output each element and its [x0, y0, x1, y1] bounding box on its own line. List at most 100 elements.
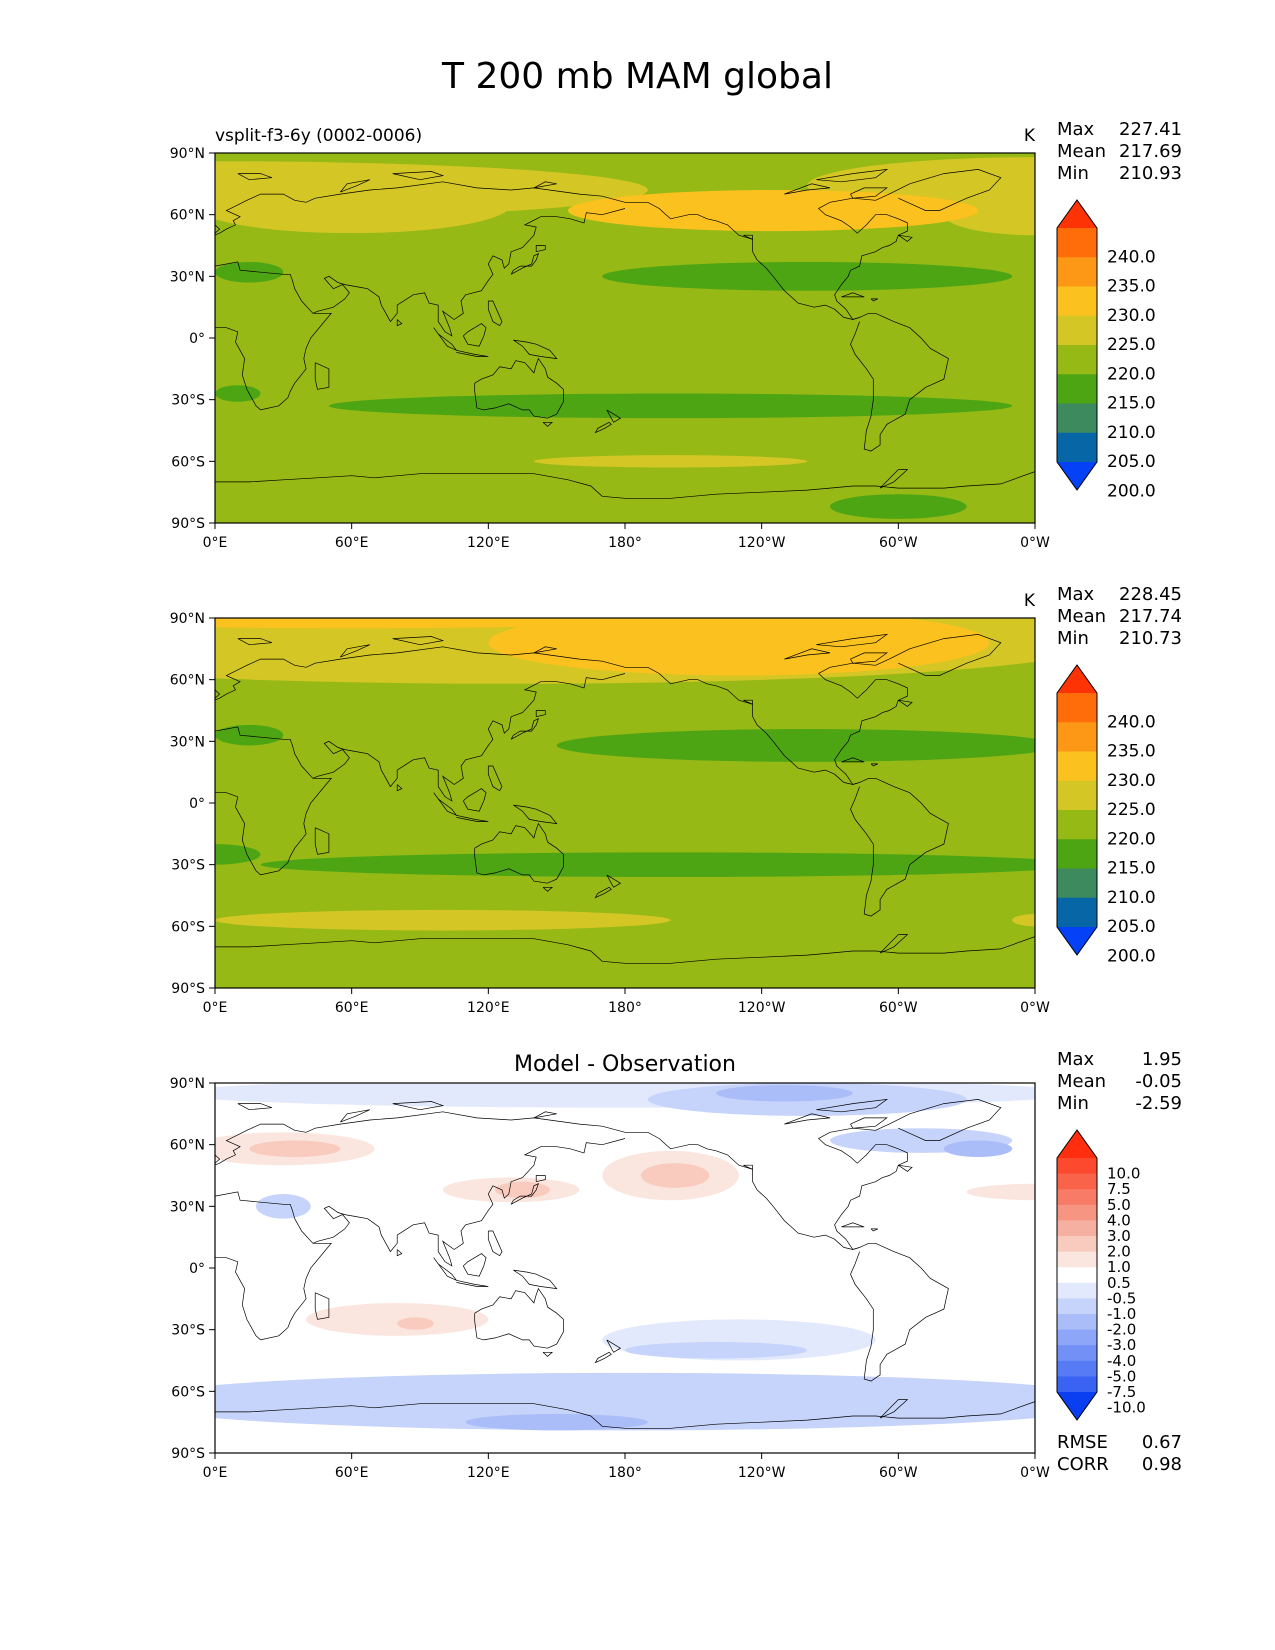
colorbar-extend-top	[1057, 200, 1097, 228]
contour-region	[215, 909, 671, 931]
coastline	[743, 699, 753, 705]
coastline	[818, 169, 1002, 320]
colorbar-tick-label: 215.0	[1107, 394, 1156, 414]
coastline	[594, 1351, 612, 1364]
coastline	[818, 1099, 1002, 1250]
coastline	[606, 1339, 622, 1353]
colorbar-swatch	[1057, 374, 1097, 405]
lat-tick-label: 30°N	[170, 1199, 205, 1215]
lat-tick-label: 30°N	[170, 734, 205, 750]
colorbar-tick-label: 4.0	[1107, 1211, 1131, 1229]
coastline	[743, 234, 753, 240]
contour-region	[306, 1302, 489, 1336]
colorbar-outline	[1056, 664, 1098, 956]
contour-region	[215, 724, 284, 746]
colorbar-tick-label: 5.0	[1107, 1196, 1131, 1214]
coastline	[487, 1230, 503, 1257]
coastline	[462, 788, 487, 812]
lat-tick-label: 90°S	[171, 981, 205, 997]
lat-tick-label: 30°S	[171, 393, 205, 409]
coastline	[396, 784, 403, 792]
stat-label: Min	[1057, 628, 1089, 649]
coastline	[606, 409, 622, 423]
colorbar-tick-label: 225.0	[1107, 800, 1156, 820]
coastline	[456, 1279, 489, 1287]
colorbar-tick-label: 215.0	[1107, 859, 1156, 879]
coastline	[192, 1155, 201, 1161]
contour-region	[640, 1163, 710, 1188]
lat-tick-label: 30°N	[170, 269, 205, 285]
colorbar-swatch	[1057, 1236, 1097, 1253]
contour-region	[625, 1342, 808, 1359]
metric-label: RMSE	[1057, 1432, 1108, 1453]
coastline	[456, 349, 489, 357]
lon-tick-label: 180°	[608, 535, 642, 550]
contour-region	[260, 852, 1035, 877]
coastline	[898, 234, 913, 242]
contour-region	[215, 1372, 1035, 1431]
colorbar-swatch	[1057, 839, 1097, 870]
coastline	[312, 1138, 626, 1267]
colorbar-extend-bottom	[1057, 927, 1097, 955]
colorbar-tick-label: 205.0	[1107, 452, 1156, 472]
stat-label: Max	[1057, 119, 1095, 140]
colorbar-tick-label: 220.0	[1107, 829, 1156, 849]
colorbar-swatch	[1057, 897, 1097, 928]
coastline	[879, 469, 909, 489]
lat-tick-label: 30°S	[171, 858, 205, 874]
coastline	[392, 1101, 445, 1111]
colorbar: 240.0 235.0 230.0 225.0 220.0 215.0 210.0 205.0…	[1056, 664, 1156, 966]
colorbar-swatch	[1057, 1251, 1097, 1268]
colorbar-swatch	[1057, 228, 1097, 258]
panel-title-left: vsplit-f3-6y (0002-0006)	[215, 126, 422, 146]
coastline	[165, 202, 183, 206]
colorbar-tick-label: 235.0	[1107, 742, 1156, 762]
colorbar-tick-label: 7.5	[1107, 1180, 1131, 1198]
colorbar-swatch	[1057, 1220, 1097, 1237]
colorbar-swatch	[1057, 432, 1097, 463]
coastline	[51, 632, 169, 679]
lat-tick-label: 0°	[189, 1261, 205, 1277]
stat-label: Min	[1057, 163, 1089, 184]
coastline	[314, 362, 330, 390]
coastline	[462, 323, 487, 347]
lon-tick-label: 60°E	[335, 1000, 369, 1015]
coastline	[870, 298, 878, 302]
colorbar-swatch	[1057, 1267, 1097, 1284]
coastline	[433, 1257, 458, 1282]
colorbar-tick-label: 200.0	[1107, 481, 1156, 501]
coastline	[533, 1111, 557, 1119]
panel-diff: 90°N 60°N 30°N 0° 30°S 60°S 90°S 0°E 60°E 120°E 18…	[51, 1049, 1182, 1481]
units-label: K	[1024, 126, 1036, 146]
colorbar-swatch	[1057, 257, 1097, 288]
coastline	[784, 648, 831, 660]
lon-tick-label: 0°E	[203, 1465, 228, 1481]
contour-region	[966, 1183, 1035, 1201]
contour-region	[215, 175, 512, 234]
colorbar-tick-label: -7.5	[1107, 1383, 1136, 1401]
coastline	[51, 1097, 169, 1144]
coastline	[542, 886, 554, 892]
colorbar-tick-label: 210.0	[1107, 423, 1156, 443]
colorbar-swatch	[1057, 1376, 1097, 1393]
lat-tick-label: 90°N	[170, 611, 205, 627]
coastline	[215, 224, 221, 234]
coastline	[474, 1287, 564, 1349]
colorbar-tick-label: 210.0	[1107, 888, 1156, 908]
stat-label: Mean	[1057, 141, 1106, 162]
coastline	[433, 792, 458, 817]
colorbar-tick-label: 240.0	[1107, 712, 1156, 732]
colorbar-tick-label: -4.0	[1107, 1352, 1136, 1370]
coastline	[510, 718, 540, 740]
lat-tick-label: 0°	[189, 796, 205, 812]
colorbar-swatch	[1057, 810, 1097, 840]
panel-reference: 90°N 60°N 30°N 0° 30°S 60°S 90°S 0°E 60°E 120°E 18…	[51, 584, 1182, 1015]
coastline	[215, 689, 221, 699]
coastline	[870, 763, 878, 767]
lon-tick-label: 180°	[608, 1465, 642, 1481]
colorbar-tick-label: 1.0	[1107, 1258, 1131, 1276]
metric-value: 0.67	[1142, 1432, 1182, 1453]
colorbar-tick-label: 0.5	[1107, 1274, 1131, 1292]
lon-tick-label: 120°E	[467, 1465, 510, 1481]
colorbar-tick-label: 230.0	[1107, 771, 1156, 791]
